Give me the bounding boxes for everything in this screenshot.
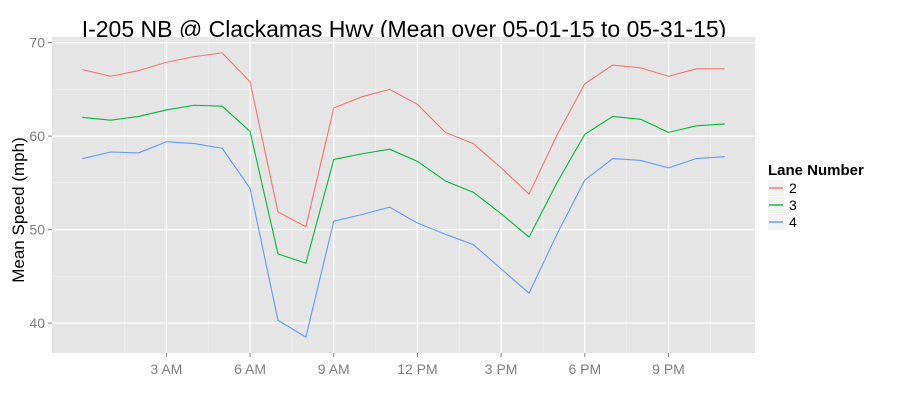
y-tick-label: 70 [29, 35, 45, 51]
legend-label-3: 3 [789, 197, 797, 213]
x-tick-label: 6 PM [568, 361, 601, 377]
x-tick-label: 12 PM [397, 361, 437, 377]
x-tick-label: 3 AM [150, 361, 182, 377]
plot-background [52, 37, 755, 353]
legend-items: 234 [768, 180, 797, 230]
grid-lines [52, 37, 755, 353]
series-line-2 [82, 52, 725, 228]
x-tick-label: 9 PM [652, 361, 685, 377]
y-tick-label: 50 [29, 222, 45, 238]
x-tick-label: 6 AM [234, 361, 266, 377]
axes: 3 AM 6 AM 9 AM 12 PM 3 PM 6 PM 9 PM 40 50 60 70 [29, 35, 684, 377]
x-tick-label: 3 PM [485, 361, 518, 377]
x-tick-label: 9 AM [318, 361, 350, 377]
legend-label-4: 4 [789, 214, 797, 230]
series-line-3 [82, 104, 725, 264]
y-tick-label: 60 [29, 128, 45, 144]
legend-label-2: 2 [789, 180, 797, 196]
series-line-4 [82, 141, 725, 338]
y-axis-title: Mean Speed (mph) [9, 137, 28, 283]
legend: Lane Number 234 [768, 162, 864, 230]
data-series [82, 52, 725, 338]
legend-title: Lane Number [768, 162, 864, 179]
y-tick-label: 40 [29, 315, 45, 331]
